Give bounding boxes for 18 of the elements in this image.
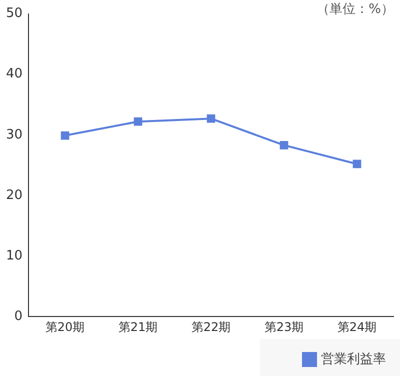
point — [206, 114, 216, 123]
y-tick-label: 30 — [6, 127, 23, 142]
y-tick-label: 40 — [6, 66, 23, 82]
x-tick-label: 第20期 — [45, 320, 85, 334]
x-tick-label: 第23期 — [264, 320, 304, 334]
y-tick-label: 0 — [14, 308, 23, 324]
y-tick-label: 10 — [6, 248, 23, 264]
x-tick-label: 第24期 — [337, 320, 377, 334]
point — [280, 141, 288, 150]
annotation: （単位：%） — [316, 2, 394, 17]
y-tick-label: 50 — [6, 6, 23, 22]
x-tick-label: 第21期 — [118, 320, 158, 334]
point — [60, 131, 70, 140]
point — [134, 117, 142, 126]
legend-label: 営業利益率 — [321, 350, 386, 367]
y-tick-label: 20 — [6, 188, 23, 203]
point — [352, 160, 362, 168]
x-tick-label: 第22期 — [191, 320, 231, 334]
